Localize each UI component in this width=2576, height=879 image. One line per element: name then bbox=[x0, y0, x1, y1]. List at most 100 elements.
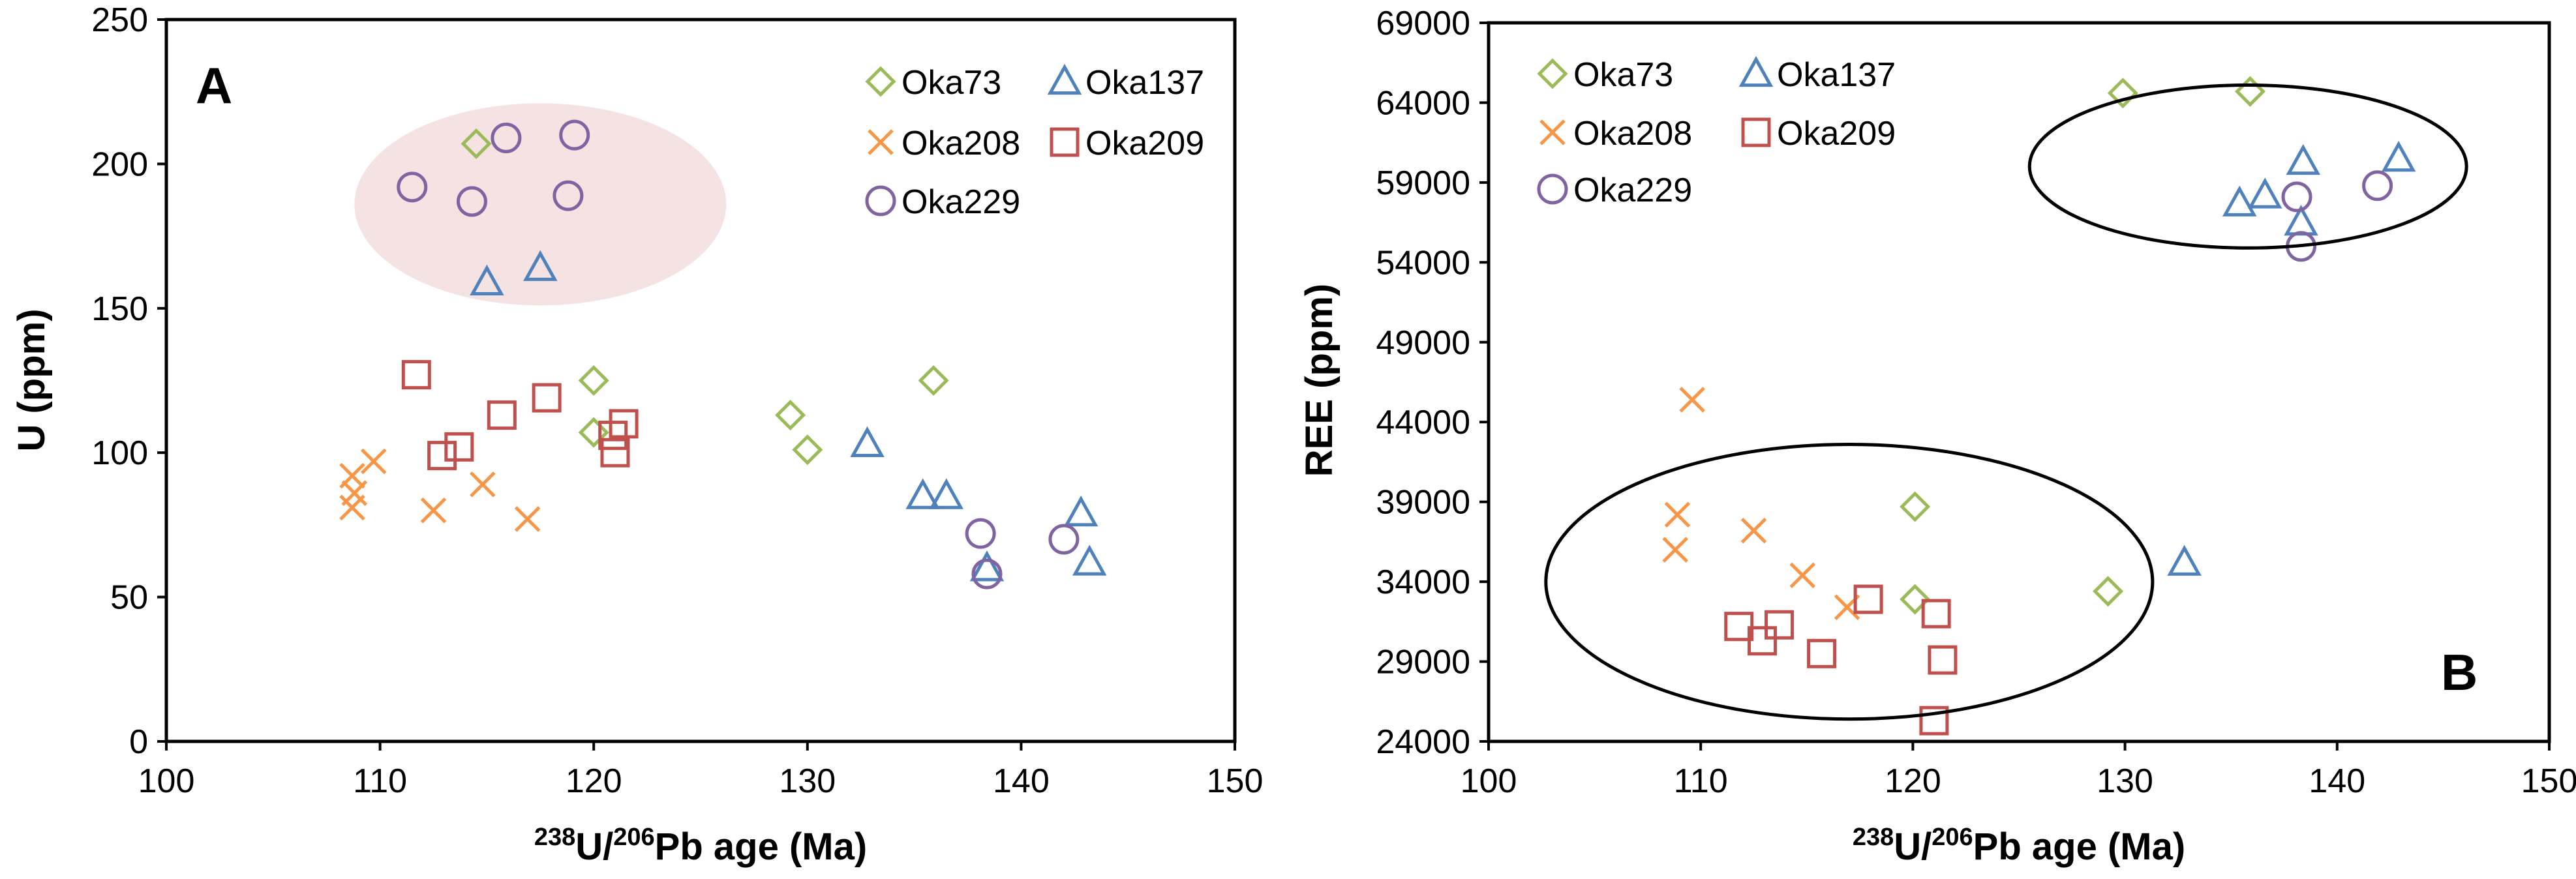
legend-marker-oka137 bbox=[1047, 63, 1082, 95]
point-oka137 bbox=[1072, 544, 1107, 576]
point-oka229 bbox=[456, 186, 487, 217]
point-oka73 bbox=[918, 365, 949, 396]
x-tick-label: 100 bbox=[1461, 762, 1517, 800]
point-oka208 bbox=[420, 497, 447, 524]
legend-label-oka229: Oka229 bbox=[1573, 171, 1692, 209]
point-oka209 bbox=[1919, 706, 1949, 736]
panel-b-points bbox=[1662, 76, 2416, 736]
point-oka209 bbox=[600, 438, 630, 468]
x-tick-label: 140 bbox=[2309, 762, 2365, 800]
point-oka73 bbox=[2093, 576, 2124, 607]
y-tick-label: 200 bbox=[91, 145, 148, 183]
x-tick-label: 110 bbox=[1674, 762, 1728, 800]
legend-marker-oka73 bbox=[865, 66, 896, 97]
legend-label-oka208: Oka208 bbox=[1573, 115, 1692, 153]
panel-a-points bbox=[339, 119, 1107, 589]
legend-label-oka209: Oka209 bbox=[1777, 115, 1896, 153]
point-oka137 bbox=[2247, 177, 2282, 209]
legend-marker-oka209 bbox=[1741, 117, 1771, 147]
point-oka209 bbox=[1921, 599, 1951, 629]
point-oka73 bbox=[578, 417, 609, 448]
point-oka137 bbox=[850, 426, 885, 458]
panel-a-xlabel-mid: U/ bbox=[575, 826, 613, 868]
point-oka137 bbox=[2167, 544, 2202, 576]
x-tick-label: 130 bbox=[2097, 762, 2153, 800]
legend-label-oka73: Oka73 bbox=[1573, 56, 1673, 94]
panel-a-xlabel-sup1: 238 bbox=[534, 824, 575, 851]
point-oka229 bbox=[971, 558, 1003, 589]
panel-a-label: A bbox=[196, 57, 232, 114]
panel-a-xlabel-rest: Pb age (Ma) bbox=[655, 826, 868, 868]
point-oka208 bbox=[339, 494, 365, 521]
point-oka229 bbox=[559, 119, 590, 151]
point-oka209 bbox=[401, 360, 431, 390]
point-oka208 bbox=[1664, 501, 1691, 528]
y-tick-label: 150 bbox=[91, 290, 148, 328]
legend-label-oka209: Oka209 bbox=[1085, 125, 1204, 162]
point-oka73 bbox=[1900, 584, 1931, 615]
x-tick-label: 110 bbox=[353, 762, 407, 800]
point-oka73 bbox=[1900, 491, 1931, 522]
point-oka208 bbox=[1740, 517, 1767, 544]
group-ellipse bbox=[1544, 443, 2155, 721]
panel-b-label: B bbox=[2441, 644, 2478, 701]
point-oka208 bbox=[1679, 387, 1705, 413]
point-oka73 bbox=[2107, 78, 2138, 109]
point-oka209 bbox=[609, 409, 639, 439]
legend-marker-oka229 bbox=[1537, 173, 1568, 205]
point-oka209 bbox=[1748, 626, 1778, 656]
point-oka137 bbox=[969, 550, 1005, 582]
group-ellipse bbox=[2027, 83, 2468, 250]
panel-a-highlight-layer bbox=[354, 103, 727, 306]
panel-b-plot-frame bbox=[1487, 21, 2551, 743]
point-oka229 bbox=[491, 123, 522, 154]
panel-b-xlabel: 238U/206Pb age (Ma) bbox=[1853, 824, 2185, 868]
point-oka73 bbox=[578, 365, 609, 396]
point-oka137 bbox=[2222, 185, 2257, 216]
y-tick-label: 24000 bbox=[1376, 723, 1470, 761]
point-oka73 bbox=[461, 128, 492, 159]
point-oka209 bbox=[1807, 638, 1837, 668]
point-oka137 bbox=[1063, 496, 1099, 527]
y-tick-label: 250 bbox=[91, 1, 148, 39]
point-oka137 bbox=[2381, 141, 2416, 172]
point-oka73 bbox=[2234, 76, 2266, 107]
y-tick-label: 39000 bbox=[1376, 484, 1470, 522]
x-tick-label: 150 bbox=[1207, 762, 1264, 800]
legend-label-oka137: Oka137 bbox=[1777, 56, 1896, 94]
point-oka137 bbox=[905, 478, 940, 509]
panel-b-xlabel-mid: U/ bbox=[1894, 826, 1932, 868]
point-oka137 bbox=[470, 264, 504, 296]
point-oka137 bbox=[2286, 143, 2321, 175]
point-oka208 bbox=[1789, 562, 1816, 589]
point-oka209 bbox=[1853, 584, 1883, 614]
panel-a-xlabel: 238U/206Pb age (Ma) bbox=[534, 824, 867, 868]
point-oka209 bbox=[1765, 610, 1795, 640]
legend-marker-oka208 bbox=[868, 129, 894, 155]
point-oka229 bbox=[2281, 181, 2312, 213]
point-oka229 bbox=[397, 171, 428, 203]
legend-marker-oka137 bbox=[1738, 55, 1774, 87]
point-oka209 bbox=[532, 383, 562, 413]
panel-b-legend: Oka73 Oka137 Oka208 Oka209 Oka229 bbox=[1537, 55, 1896, 209]
point-oka73 bbox=[775, 400, 806, 431]
point-oka229 bbox=[1048, 524, 1080, 555]
y-tick-label: 34000 bbox=[1376, 563, 1470, 601]
y-tick-label: 59000 bbox=[1376, 164, 1470, 202]
point-oka208 bbox=[361, 448, 387, 475]
x-tick-label: 120 bbox=[566, 762, 622, 800]
panel-a-ylabel: U (ppm) bbox=[10, 308, 53, 451]
y-tick-label: 64000 bbox=[1376, 84, 1470, 122]
x-tick-label: 150 bbox=[2521, 762, 2576, 800]
panel-a-xlabel-sup2: 206 bbox=[613, 824, 654, 851]
panel-b-axes: 100 110 120 130 140 150 24000 29000 34000 39000 44… bbox=[1376, 5, 2576, 800]
x-tick-label: 100 bbox=[138, 762, 195, 800]
panel-b-xlabel-sup1: 238 bbox=[1853, 824, 1894, 851]
y-tick-label: 100 bbox=[91, 434, 148, 472]
x-tick-label: 130 bbox=[779, 762, 836, 800]
legend-marker-oka229 bbox=[865, 185, 896, 216]
legend-marker-oka208 bbox=[1539, 119, 1566, 145]
highlight-ellipse bbox=[354, 103, 727, 306]
point-oka208 bbox=[1662, 537, 1688, 563]
